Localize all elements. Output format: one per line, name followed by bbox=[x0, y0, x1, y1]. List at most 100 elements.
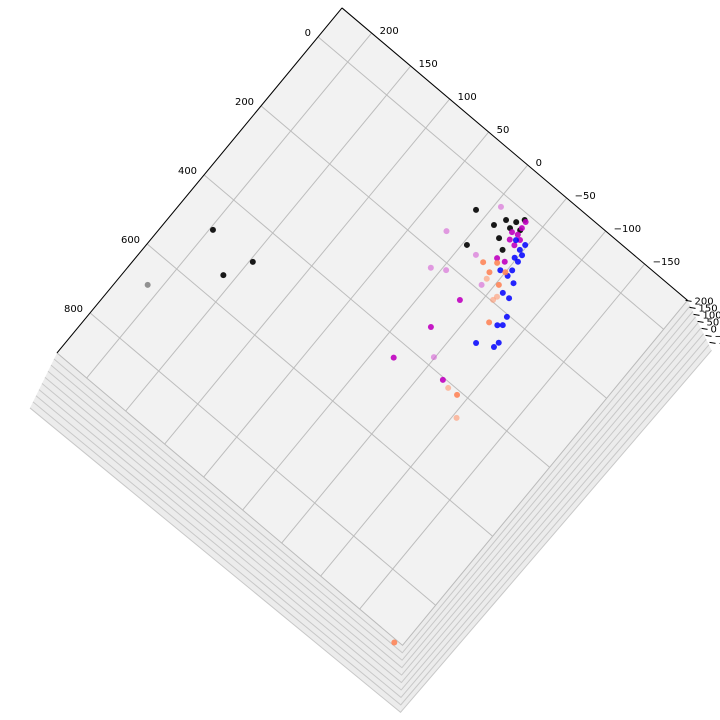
point bbox=[427, 264, 434, 271]
point bbox=[472, 251, 479, 258]
pane-edge bbox=[47, 316, 696, 669]
axis-line bbox=[341, 7, 688, 301]
grid-line bbox=[164, 98, 451, 445]
grid-line bbox=[317, 36, 664, 330]
point bbox=[486, 269, 493, 276]
point bbox=[391, 639, 398, 646]
point bbox=[249, 258, 256, 265]
point bbox=[502, 269, 509, 276]
pane-edge bbox=[35, 338, 707, 699]
point bbox=[514, 258, 521, 265]
point bbox=[522, 242, 529, 248]
point bbox=[463, 241, 470, 248]
point bbox=[516, 246, 523, 253]
point bbox=[506, 295, 513, 302]
x-tick-label: 0 bbox=[305, 28, 311, 39]
point bbox=[439, 376, 446, 383]
z-tick bbox=[701, 327, 708, 330]
point bbox=[510, 280, 517, 287]
grid-line bbox=[242, 164, 529, 511]
point bbox=[144, 281, 151, 288]
grid-line bbox=[86, 32, 373, 379]
pane-edge bbox=[29, 349, 712, 714]
grid-line bbox=[89, 312, 436, 606]
pane-edge bbox=[50, 311, 694, 661]
z-tick bbox=[685, 299, 692, 302]
point bbox=[513, 219, 520, 226]
point bbox=[490, 343, 497, 350]
point bbox=[443, 228, 450, 235]
x-tick-label: 400 bbox=[178, 166, 197, 177]
pane-wall bbox=[400, 300, 712, 713]
point bbox=[209, 226, 216, 233]
z-tick bbox=[689, 306, 696, 309]
grid-line bbox=[203, 174, 550, 468]
point bbox=[473, 339, 480, 346]
point bbox=[506, 236, 513, 243]
point bbox=[494, 255, 501, 262]
point bbox=[503, 313, 510, 320]
z-tick-label: 0 bbox=[711, 324, 717, 335]
x-tick-label: 600 bbox=[121, 235, 140, 246]
pane-edge bbox=[53, 305, 691, 654]
point bbox=[519, 252, 526, 259]
grid-line bbox=[203, 131, 490, 478]
point bbox=[456, 296, 463, 303]
point bbox=[509, 267, 516, 274]
z-tick-label: 200 bbox=[695, 296, 714, 307]
point bbox=[497, 267, 504, 274]
point bbox=[473, 206, 480, 213]
point bbox=[514, 231, 521, 238]
point bbox=[499, 289, 506, 296]
point bbox=[480, 259, 487, 266]
point bbox=[512, 237, 519, 244]
point bbox=[220, 272, 227, 279]
point bbox=[511, 242, 518, 249]
grid-line bbox=[359, 263, 646, 610]
point bbox=[430, 354, 437, 361]
point bbox=[445, 384, 452, 391]
y-tick-label: −100 bbox=[614, 224, 641, 235]
point bbox=[494, 322, 501, 329]
y-tick-label: −50 bbox=[575, 191, 596, 202]
point bbox=[427, 324, 434, 331]
x-tick-label: 200 bbox=[235, 97, 254, 108]
point bbox=[496, 235, 503, 242]
grid-line bbox=[146, 243, 493, 537]
pane-edge bbox=[32, 344, 710, 706]
z-tick bbox=[693, 313, 700, 316]
z-tick-label: 100 bbox=[703, 310, 720, 321]
point bbox=[499, 246, 506, 253]
pane-edge bbox=[41, 327, 702, 684]
y-tick-label: 200 bbox=[380, 26, 399, 37]
x-tick-label: 800 bbox=[64, 304, 83, 315]
y-tick-label: 100 bbox=[458, 92, 477, 103]
point bbox=[501, 258, 508, 265]
point bbox=[503, 217, 510, 224]
grid-line bbox=[125, 65, 412, 412]
point bbox=[494, 259, 501, 266]
point bbox=[490, 222, 497, 229]
point bbox=[493, 293, 500, 300]
y-tick-label: 0 bbox=[536, 158, 542, 169]
y-tick-label: 150 bbox=[419, 59, 438, 70]
y-tick-label: 50 bbox=[497, 125, 510, 136]
point bbox=[508, 229, 515, 236]
point bbox=[483, 275, 490, 282]
point bbox=[478, 281, 485, 288]
point bbox=[495, 281, 502, 288]
pane-edge bbox=[44, 322, 699, 676]
z-tick bbox=[709, 341, 716, 344]
y-tick-label: −150 bbox=[653, 257, 680, 268]
point bbox=[454, 391, 461, 398]
point bbox=[518, 225, 525, 232]
point bbox=[486, 319, 493, 326]
point bbox=[495, 339, 502, 346]
z-tick-label: 50 bbox=[707, 317, 720, 328]
z-tick bbox=[705, 334, 712, 337]
point bbox=[453, 414, 460, 421]
point bbox=[511, 254, 518, 261]
grid-line bbox=[260, 105, 607, 399]
z-tick bbox=[697, 320, 704, 323]
